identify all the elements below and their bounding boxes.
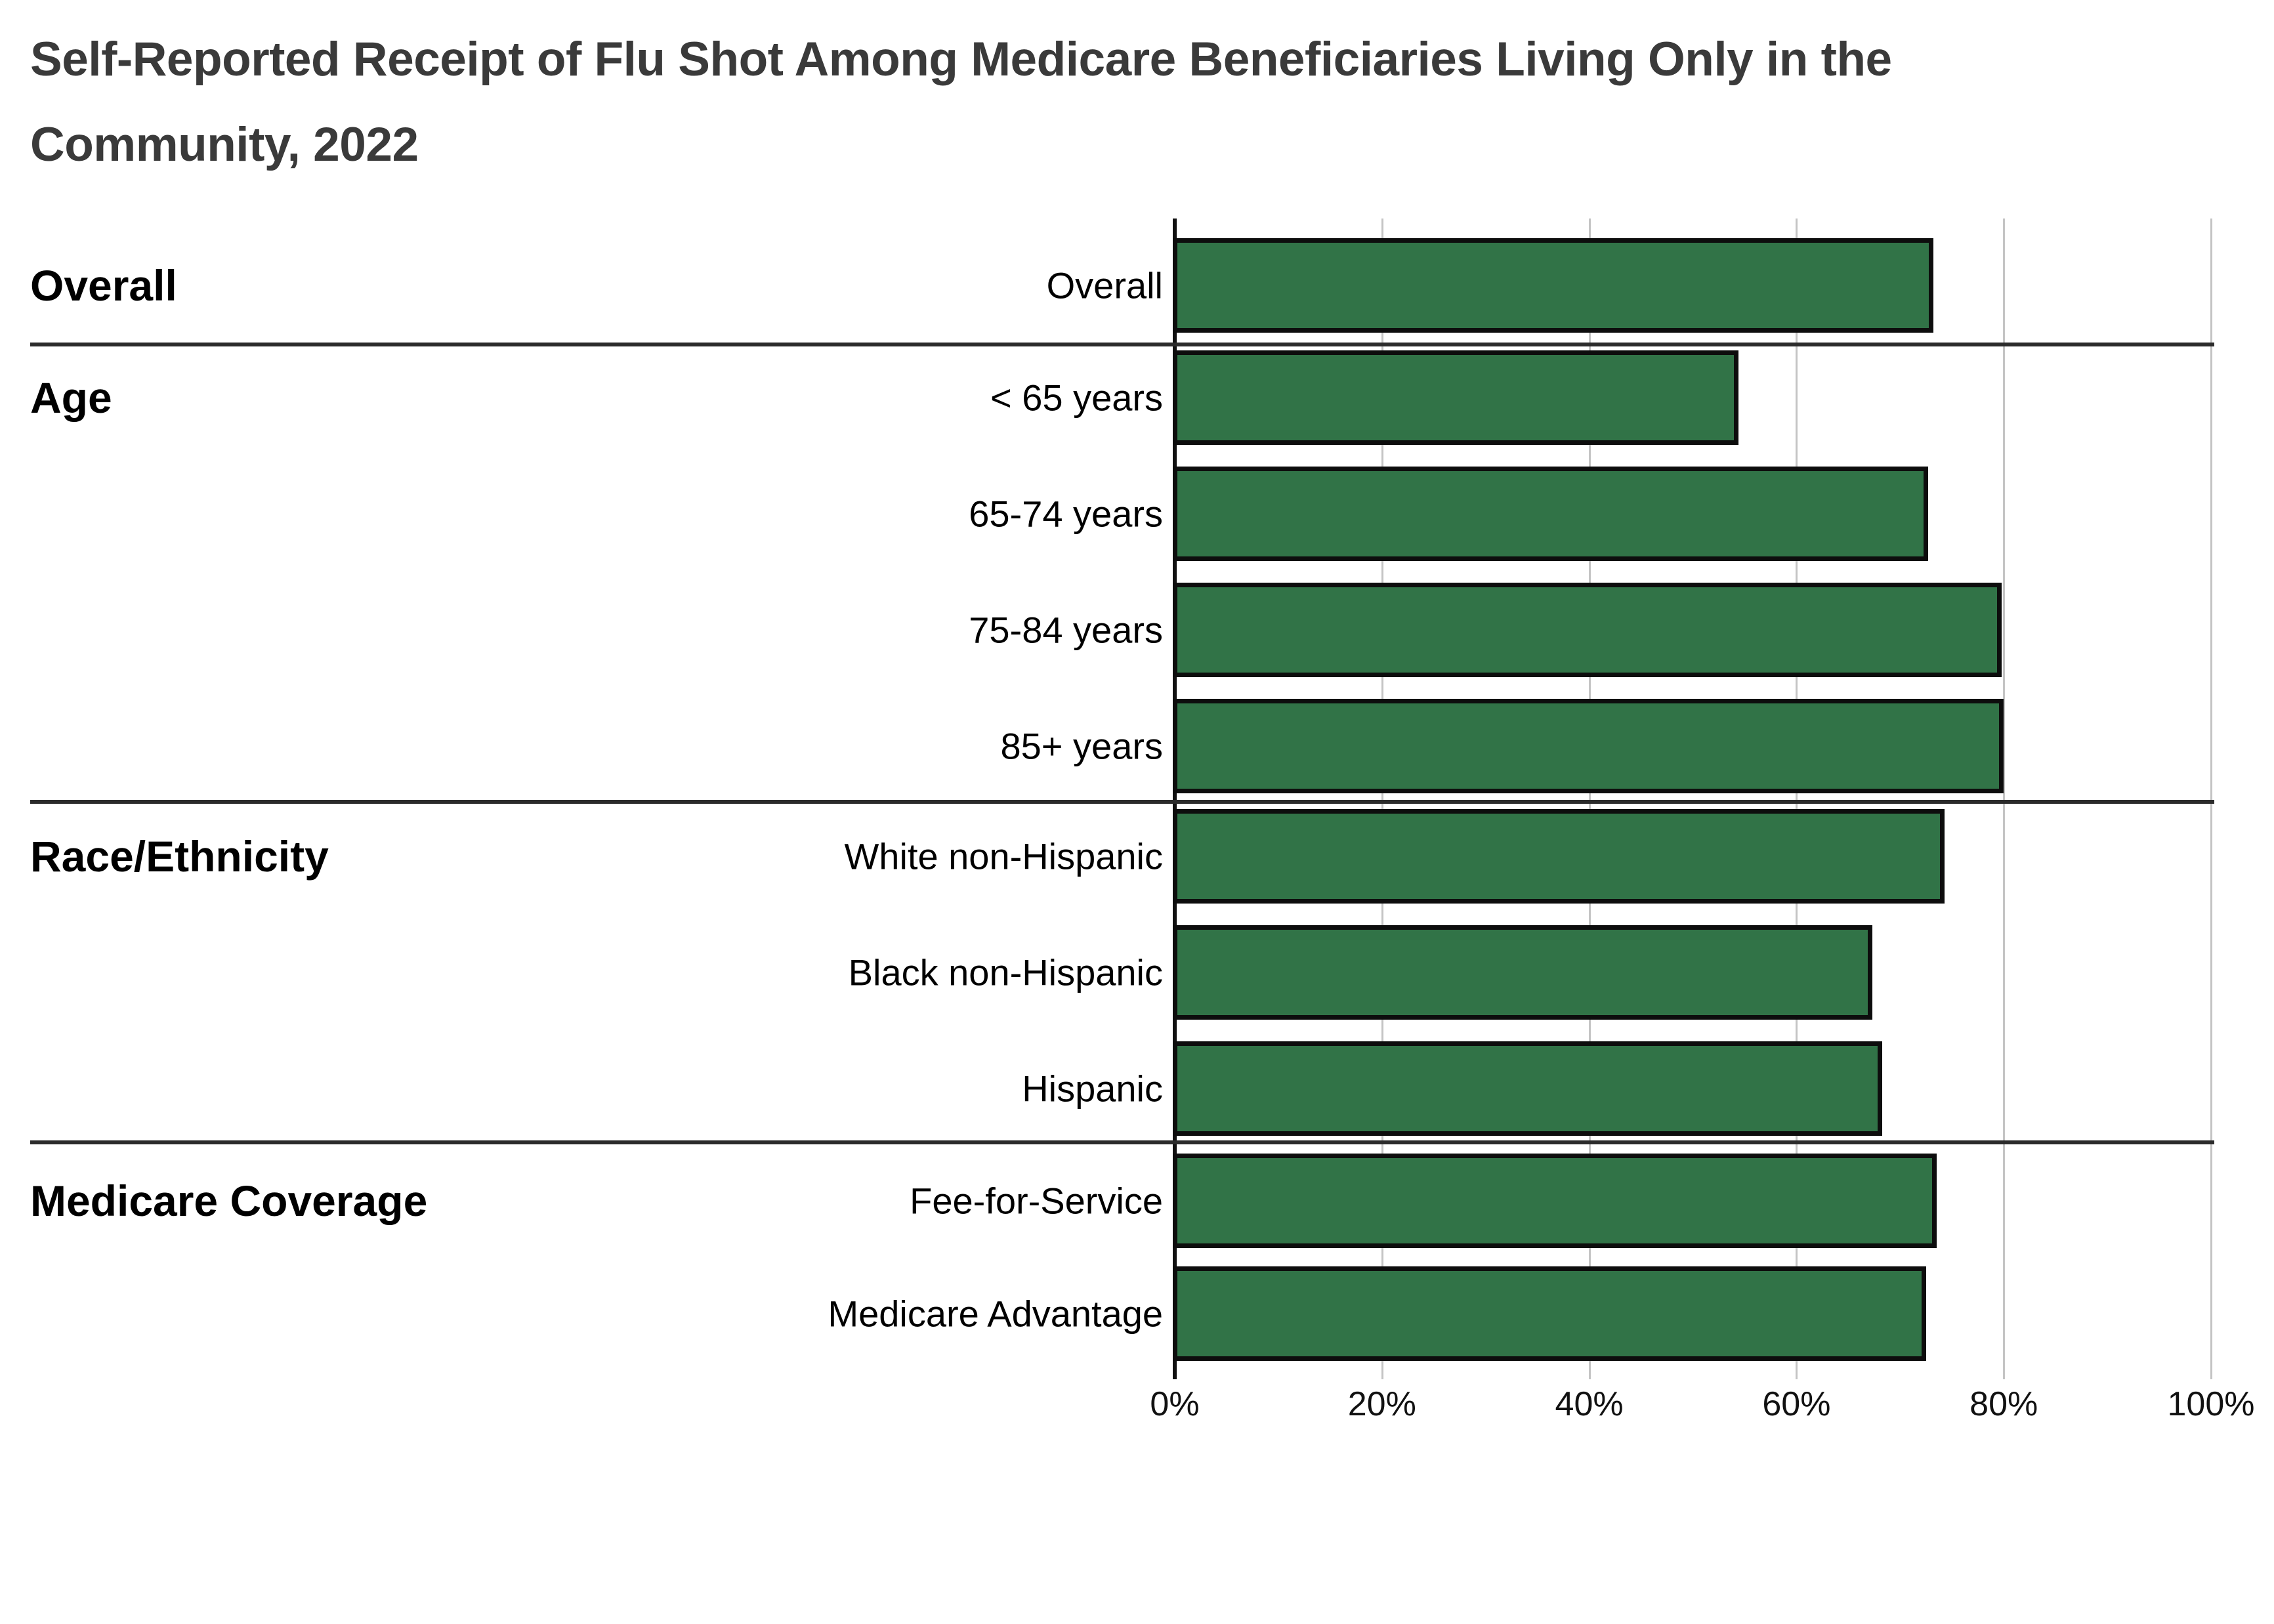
bar <box>1173 350 1738 445</box>
category-label: Black non-Hispanic <box>848 951 1163 993</box>
bar <box>1173 699 2004 793</box>
category-label: < 65 years <box>990 377 1163 419</box>
category-label: 85+ years <box>1000 725 1164 767</box>
category-label: Hispanic <box>1022 1068 1163 1110</box>
x-tick-label-0%: 0% <box>1150 1385 1200 1423</box>
bar <box>1173 238 1933 333</box>
y-axis-line <box>1173 219 1177 1379</box>
x-tick-label-20%: 20% <box>1347 1385 1416 1423</box>
category-label: Medicare Advantage <box>828 1293 1163 1335</box>
category-label: Overall <box>1046 264 1163 306</box>
gridline-100% <box>2210 219 2212 1379</box>
bar <box>1173 809 1945 904</box>
group-label-overall: Overall <box>30 261 177 310</box>
x-tick-label-100%: 100% <box>2167 1385 2255 1423</box>
group-separator <box>30 343 2214 346</box>
bar <box>1173 1154 1937 1248</box>
gridline-80% <box>2003 219 2006 1379</box>
x-tick-label-40%: 40% <box>1555 1385 1624 1423</box>
gridline-60% <box>1796 219 1798 1379</box>
chart-title: Self-Reported Receipt of Flu Shot Among … <box>30 17 1892 188</box>
category-label: White non-Hispanic <box>844 835 1163 877</box>
gridline-20% <box>1381 219 1383 1379</box>
x-tick-label-80%: 80% <box>1969 1385 2038 1423</box>
bar <box>1173 467 1928 561</box>
group-separator <box>30 800 2214 804</box>
category-label: Fee-for-Service <box>910 1180 1163 1222</box>
group-label-race-ethnicity: Race/Ethnicity <box>30 832 329 881</box>
category-label: 75-84 years <box>969 609 1163 651</box>
bar <box>1173 925 1872 1020</box>
group-separator <box>30 1140 2214 1144</box>
chart-title-line1: Self-Reported Receipt of Flu Shot Among … <box>30 33 1892 86</box>
x-tick-label-60%: 60% <box>1762 1385 1831 1423</box>
chart-title-line2: Community, 2022 <box>30 118 419 171</box>
group-label-medicare-coverage: Medicare Coverage <box>30 1176 428 1225</box>
category-label: 65-74 years <box>969 493 1163 535</box>
bar <box>1173 1266 1926 1361</box>
group-label-age: Age <box>30 373 112 422</box>
gridline-40% <box>1588 219 1591 1379</box>
bar <box>1173 1041 1882 1136</box>
bar <box>1173 583 2002 677</box>
